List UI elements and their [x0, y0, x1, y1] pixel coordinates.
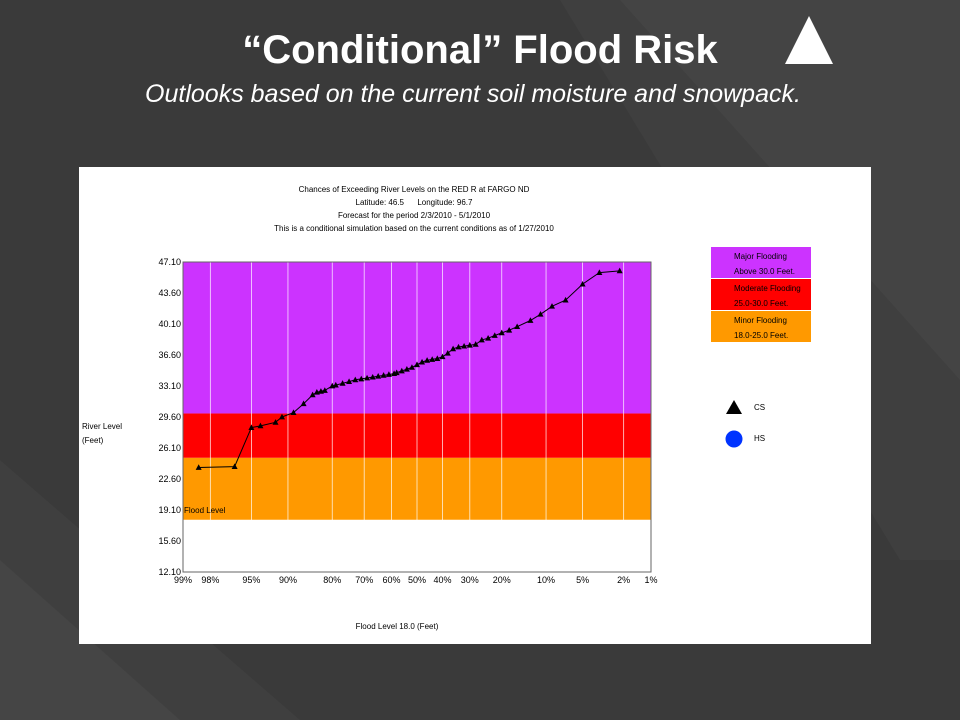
cs-point	[434, 355, 441, 361]
triangle-up-icon	[785, 16, 833, 64]
legend-label-minor: Minor Flooding 18.0-25.0 Feet.	[734, 316, 789, 340]
x-tick-label: 95%	[242, 575, 260, 585]
legend-swatch-minor	[711, 311, 811, 342]
cs-point	[537, 311, 544, 317]
cs-point	[419, 358, 426, 365]
y-tick-label: 19.10	[158, 505, 181, 515]
cs-point	[485, 334, 492, 341]
exceedance-chart: 47.10 43.60 40.10 36.60 33.10 29.60 26.10 22.60…	[82, 257, 658, 631]
x-tick-label: 10%	[537, 575, 555, 585]
x-tick-label: 80%	[323, 575, 341, 585]
cs-point	[439, 353, 446, 360]
y-tick-label: 43.60	[158, 288, 181, 298]
cs-point	[455, 343, 462, 350]
cs-point	[290, 409, 297, 415]
cs-point	[472, 341, 479, 347]
cs-point	[491, 332, 498, 338]
cs-point	[450, 345, 457, 352]
chart-location: Latitude: 46.5 Longitude: 96.7	[355, 198, 473, 207]
cs-point	[478, 336, 485, 343]
chart-panel: Chances of Exceeding River Levels on the…	[79, 167, 871, 644]
y-tick-label: 26.10	[158, 443, 181, 453]
slide-title: “Conditional” Flood Risk	[242, 28, 718, 72]
cs-point	[385, 371, 392, 377]
x-tick-label: 99%	[174, 575, 192, 585]
cs-point	[380, 372, 387, 378]
cs-point	[195, 464, 202, 470]
cs-point	[403, 365, 410, 372]
cs-point	[248, 424, 255, 431]
y-tick-label: 15.60	[158, 536, 181, 546]
cs-point	[352, 376, 359, 383]
cs-point	[616, 267, 623, 274]
cs-point	[444, 350, 451, 356]
y-axis-label: (Feet)	[82, 436, 104, 445]
x-tick-label: 1%	[644, 575, 657, 585]
plot-border	[182, 261, 652, 573]
legend-swatch-major	[711, 247, 811, 278]
x-tick-label: 40%	[434, 575, 452, 585]
cs-point	[346, 378, 353, 384]
cs-point	[272, 419, 279, 425]
cs-point	[527, 317, 534, 323]
cs-point	[358, 375, 365, 382]
chart-forecast-period: Forecast for the period 2/3/2010 - 5/1/2…	[337, 211, 491, 220]
cs-point	[278, 413, 285, 420]
legend-hs-label: HS	[754, 434, 766, 443]
cs-point	[393, 369, 400, 376]
x-tick-label: 2%	[617, 575, 630, 585]
y-tick-label: 47.10	[158, 257, 181, 267]
legend-label-moderate: Moderate Flooding 25.0-30.0 Feet.	[734, 284, 801, 308]
x-tick-label: 98%	[201, 575, 219, 585]
x-tick-label: 5%	[576, 575, 589, 585]
legend-swatch-moderate	[711, 279, 811, 310]
y-tick-label: 40.10	[158, 319, 181, 329]
x-tick-label: 30%	[461, 575, 479, 585]
cs-point	[562, 296, 569, 303]
cs-point	[429, 356, 436, 362]
cs-point	[375, 373, 382, 379]
cs-point	[506, 327, 513, 333]
y-tick-label: 12.10	[158, 567, 181, 577]
y-axis-label: River Level	[82, 422, 122, 431]
x-axis-label: Flood Level 18.0 (Feet)	[356, 622, 439, 631]
x-tick-label: 90%	[279, 575, 297, 585]
cs-point	[596, 269, 603, 276]
cs-point	[398, 367, 405, 374]
y-tick-label: 29.60	[158, 412, 181, 422]
cs-point	[300, 400, 307, 407]
cs-point	[339, 380, 346, 386]
legend-cs-triangle-icon	[726, 400, 742, 414]
flood-level-label: Flood Level	[184, 506, 226, 515]
x-tick-label: 20%	[493, 575, 511, 585]
chart-title: Chances of Exceeding River Levels on the…	[298, 185, 530, 194]
cs-point	[514, 323, 521, 330]
cs-point	[257, 422, 264, 429]
cs-point	[498, 329, 505, 336]
cs-point	[321, 387, 328, 393]
cs-point	[414, 361, 420, 368]
cs-point	[461, 342, 468, 349]
cs-point	[364, 374, 371, 381]
cs-point	[424, 357, 431, 363]
cs-point	[408, 364, 415, 370]
cs-point	[332, 381, 339, 388]
cs-point	[369, 373, 376, 380]
slide-subtitle: Outlooks based on the current soil moist…	[145, 80, 801, 108]
cs-point	[579, 280, 586, 287]
cs-point	[309, 391, 316, 398]
legend-cs-label: CS	[754, 403, 766, 412]
y-tick-label: 33.10	[158, 381, 181, 391]
cs-point	[231, 463, 238, 469]
legend-hs-circle-icon	[725, 430, 743, 448]
x-tick-label: 50%	[408, 575, 426, 585]
y-tick-label: 22.60	[158, 474, 181, 484]
cs-point	[466, 342, 473, 348]
x-tick-label: 70%	[355, 575, 373, 585]
legend-label-major: Major Flooding Above 30.0 Feet.	[734, 252, 795, 276]
x-tick-label: 60%	[382, 575, 400, 585]
cs-point	[549, 303, 556, 309]
y-tick-label: 36.60	[158, 350, 181, 360]
chart-condition-note: This is a conditional simulation based o…	[274, 224, 554, 233]
